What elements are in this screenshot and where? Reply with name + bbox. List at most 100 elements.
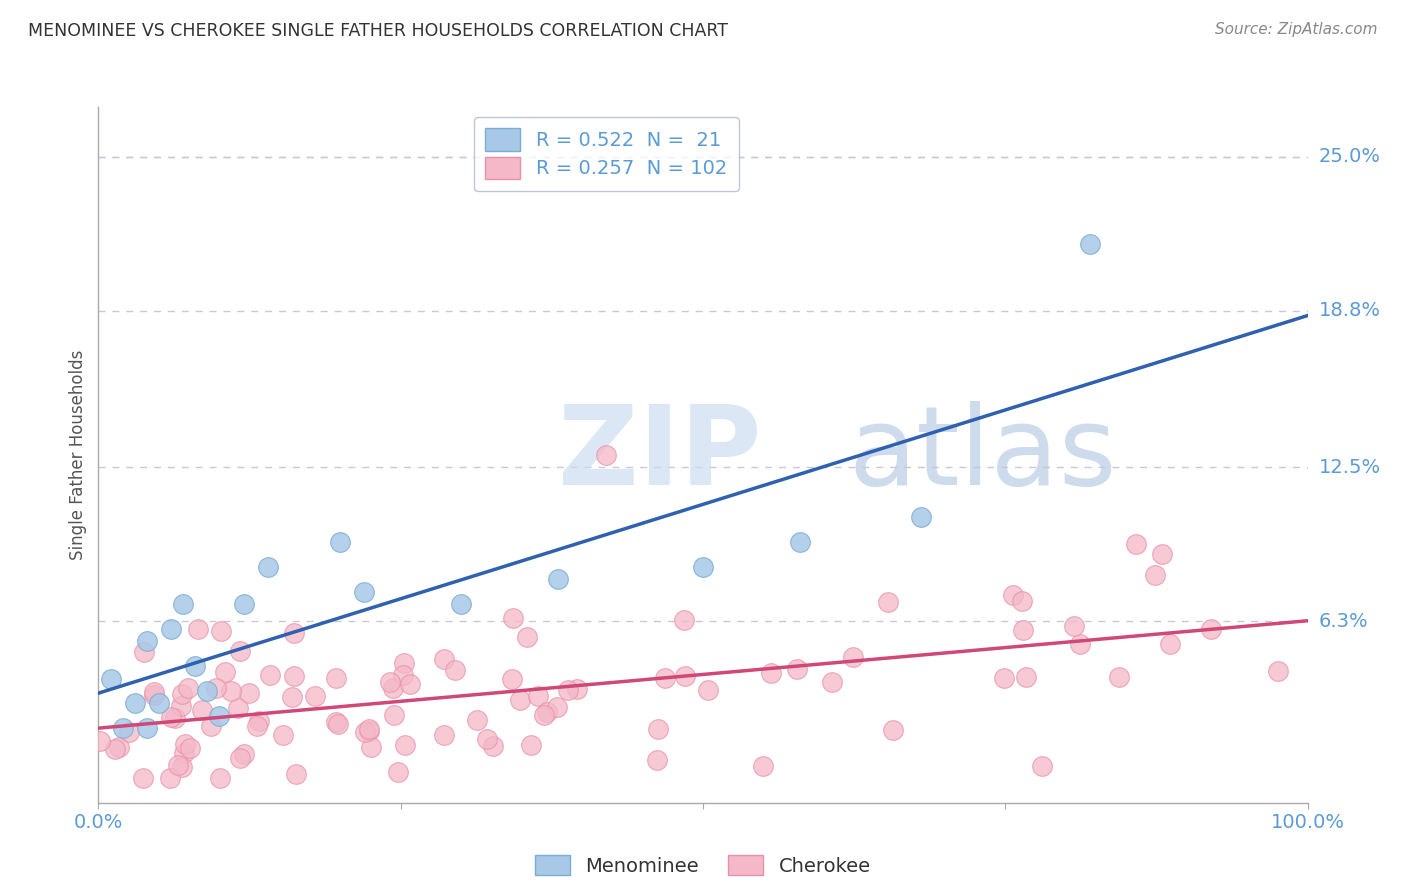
Point [502, 611, 524, 625]
Point [214, 665, 236, 679]
Point [108, 740, 131, 755]
Point [177, 681, 200, 695]
Point [433, 728, 456, 742]
Point [1011, 593, 1033, 607]
Point [304, 689, 326, 703]
Point [993, 671, 1015, 685]
Point [229, 643, 252, 657]
Point [103, 742, 125, 756]
Point [786, 662, 808, 676]
Point [249, 714, 271, 728]
Point [1069, 637, 1091, 651]
Point [475, 732, 498, 747]
Point [271, 728, 294, 742]
Point [232, 747, 254, 761]
Point [1031, 758, 1053, 772]
Point [135, 634, 157, 648]
Point [283, 669, 305, 683]
Point [673, 669, 696, 683]
Text: ZIP: ZIP [558, 401, 761, 508]
Point [353, 584, 375, 599]
Point [1144, 568, 1167, 582]
Point [167, 757, 190, 772]
Point [172, 597, 194, 611]
Point [173, 747, 195, 761]
Point [160, 622, 183, 636]
Point [1152, 547, 1174, 561]
Point [209, 624, 232, 639]
Point [546, 699, 568, 714]
Text: Source: ZipAtlas.com: Source: ZipAtlas.com [1215, 22, 1378, 37]
Y-axis label: Single Father Households: Single Father Households [69, 350, 87, 560]
Point [673, 613, 696, 627]
Point [1063, 619, 1085, 633]
Point [143, 688, 166, 702]
Point [381, 681, 404, 696]
Point [89, 734, 111, 748]
Point [692, 559, 714, 574]
Point [329, 534, 352, 549]
Point [697, 682, 720, 697]
Point [509, 693, 531, 707]
Point [143, 685, 166, 699]
Point [382, 707, 405, 722]
Point [450, 597, 472, 611]
Point [132, 771, 155, 785]
Point [200, 718, 222, 732]
Point [392, 656, 415, 670]
Point [100, 672, 122, 686]
Point [111, 721, 134, 735]
Point [132, 645, 155, 659]
Point [595, 448, 617, 462]
Point [353, 725, 375, 739]
Point [567, 682, 589, 697]
Point [876, 595, 898, 609]
Point [1015, 669, 1038, 683]
Point [195, 684, 218, 698]
Point [259, 667, 281, 681]
Point [482, 739, 505, 754]
Point [387, 765, 409, 780]
Text: atlas: atlas [848, 401, 1116, 508]
Point [170, 698, 193, 713]
Point [536, 705, 558, 719]
Point [882, 723, 904, 737]
Point [1002, 588, 1025, 602]
Text: 12.5%: 12.5% [1319, 458, 1381, 477]
Point [645, 753, 668, 767]
Point [465, 714, 488, 728]
Point [124, 697, 146, 711]
Point [557, 683, 579, 698]
Point [238, 686, 260, 700]
Legend: Menominee, Cherokee: Menominee, Cherokee [527, 847, 879, 884]
Point [752, 758, 775, 772]
Point [360, 740, 382, 755]
Text: 18.8%: 18.8% [1319, 301, 1381, 320]
Point [256, 559, 278, 574]
Point [842, 650, 865, 665]
Point [174, 737, 197, 751]
Point [118, 724, 141, 739]
Point [533, 708, 555, 723]
Point [359, 723, 381, 738]
Point [1199, 622, 1222, 636]
Point [1125, 537, 1147, 551]
Point [1012, 623, 1035, 637]
Point [208, 771, 231, 785]
Point [520, 739, 543, 753]
Point [394, 738, 416, 752]
Point [159, 771, 181, 785]
Point [148, 697, 170, 711]
Point [179, 741, 201, 756]
Point [229, 751, 252, 765]
Point [184, 659, 207, 673]
Point [160, 710, 183, 724]
Point [285, 767, 308, 781]
Point [219, 684, 242, 698]
Point [245, 719, 267, 733]
Point [208, 708, 231, 723]
Point [1078, 236, 1101, 251]
Point [170, 760, 193, 774]
Point [283, 625, 305, 640]
Point [392, 667, 415, 681]
